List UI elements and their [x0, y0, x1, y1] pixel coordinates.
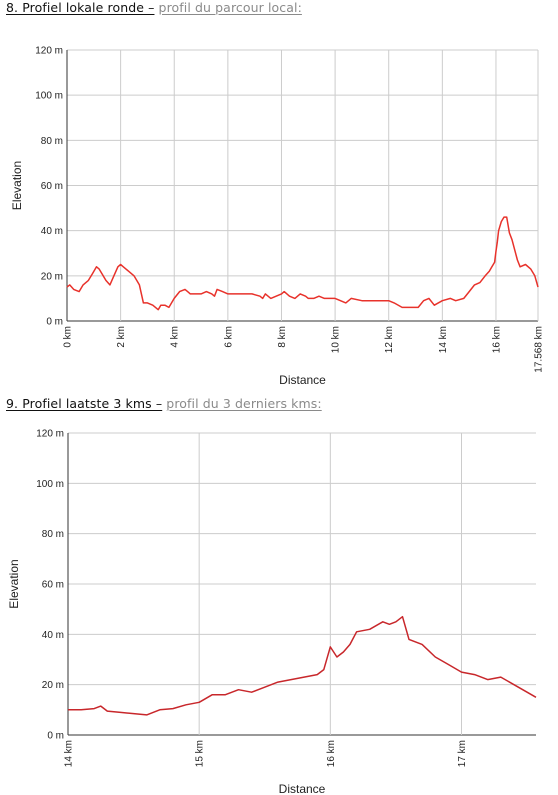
x-tick-label: 14 km — [438, 326, 449, 353]
y-tick-label: 120 m — [36, 429, 64, 440]
section-heading-last-3km: 9. Profiel laatste 3 kms – profil du 3 d… — [6, 396, 322, 411]
x-tick-label: 14 km — [64, 740, 75, 767]
y-tick-label: 40 m — [42, 630, 64, 641]
y-tick-label: 80 m — [42, 529, 64, 540]
y-tick-label: 100 m — [36, 479, 64, 490]
x-tick-label: 16 km — [326, 740, 337, 767]
x-tick-label: 8 km — [277, 326, 288, 348]
x-tick-label: 2 km — [116, 326, 127, 348]
y-tick-label: 20 m — [41, 271, 63, 282]
x-axis-title: Distance — [279, 782, 326, 795]
y-tick-label: 100 m — [35, 91, 63, 102]
heading-french: profil du 3 derniers kms: — [166, 396, 322, 411]
x-tick-label: 0 km — [63, 326, 74, 348]
heading-dutch: 9. Profiel laatste 3 kms – — [6, 396, 163, 411]
x-tick-label: 16 km — [491, 326, 502, 353]
x-tick-label: 12 km — [384, 326, 395, 353]
y-axis-title: Elevation — [7, 559, 21, 608]
y-tick-label: 0 m — [46, 317, 63, 328]
y-tick-label: 40 m — [41, 226, 63, 237]
x-tick-label: 17 km — [457, 740, 468, 767]
x-tick-label: 10 km — [331, 326, 342, 353]
elevation-line — [68, 615, 537, 716]
elevation-chart-local-loop: 0 m 20 m 40 m 60 m 80 m 100 m 120 m 0 km 2 km 4 k… — [10, 46, 545, 388]
y-axis-title: Elevation — [10, 161, 24, 210]
y-tick-label: 60 m — [42, 580, 64, 591]
x-tick-label: 6 km — [223, 326, 234, 348]
y-tick-label: 20 m — [42, 680, 64, 691]
section-heading-local-loop: 8. Profiel lokale ronde – profil du parc… — [6, 0, 302, 15]
y-tick-label: 60 m — [41, 181, 63, 192]
heading-dutch: 8. Profiel lokale ronde – — [6, 0, 155, 15]
y-tick-label: 0 m — [47, 731, 64, 742]
x-tick-label: 4 km — [170, 326, 181, 348]
elevation-line — [66, 216, 539, 311]
x-tick-label: 17.568 km — [534, 326, 545, 373]
x-axis-title: Distance — [279, 373, 326, 387]
heading-french: profil du parcour local: — [158, 0, 302, 15]
y-tick-label: 80 m — [41, 136, 63, 147]
y-tick-label: 120 m — [35, 46, 63, 57]
x-tick-label: 15 km — [195, 740, 206, 767]
